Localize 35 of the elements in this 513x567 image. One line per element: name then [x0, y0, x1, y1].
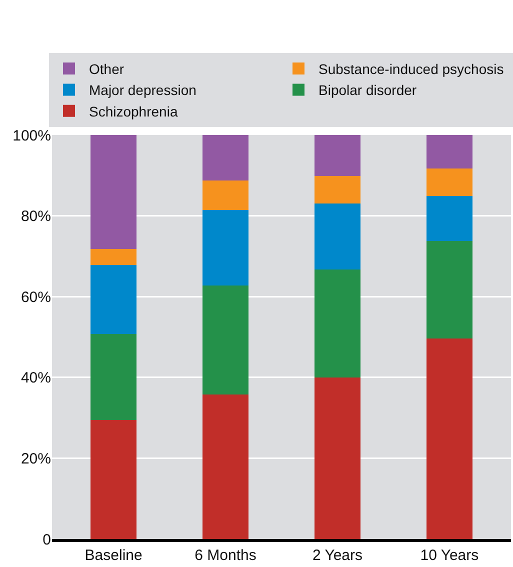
bar [314, 203, 360, 270]
legend-label: Major depression [89, 82, 196, 98]
bar [202, 180, 248, 210]
x-tick-label: 2 Years [312, 547, 363, 564]
y-tick-label: 0 [42, 531, 51, 548]
bar [426, 196, 472, 241]
bar [314, 135, 360, 176]
y-tick-label: 80% [20, 208, 51, 226]
bar [90, 265, 137, 334]
bar [90, 135, 137, 249]
bar [90, 248, 137, 266]
legend-label: Bipolar disorder [318, 82, 417, 98]
legend-label: Schizophrenia [89, 103, 178, 120]
bar [426, 240, 472, 339]
y-tick-label: 20% [20, 450, 51, 468]
legend-label: Substance-induced psychosis [318, 60, 504, 77]
bar [426, 168, 472, 196]
bar [90, 334, 137, 420]
x-tick-label: Baseline [84, 547, 142, 564]
bar [314, 377, 360, 539]
x-tick-label: 6 Months [194, 547, 256, 564]
y-tick-label: 100% [12, 127, 51, 144]
y-tick-label: 60% [20, 288, 51, 306]
bar [202, 135, 248, 181]
bar [426, 338, 472, 539]
x-tick-label: 10 Years [420, 547, 479, 564]
bar [314, 176, 360, 204]
y-tick-label: 40% [20, 370, 51, 387]
legend-label: Other [89, 60, 124, 77]
bar [202, 394, 248, 539]
bar [202, 210, 248, 286]
bar [202, 286, 248, 394]
bar [314, 270, 360, 378]
bar [90, 420, 137, 539]
bar [426, 135, 472, 169]
